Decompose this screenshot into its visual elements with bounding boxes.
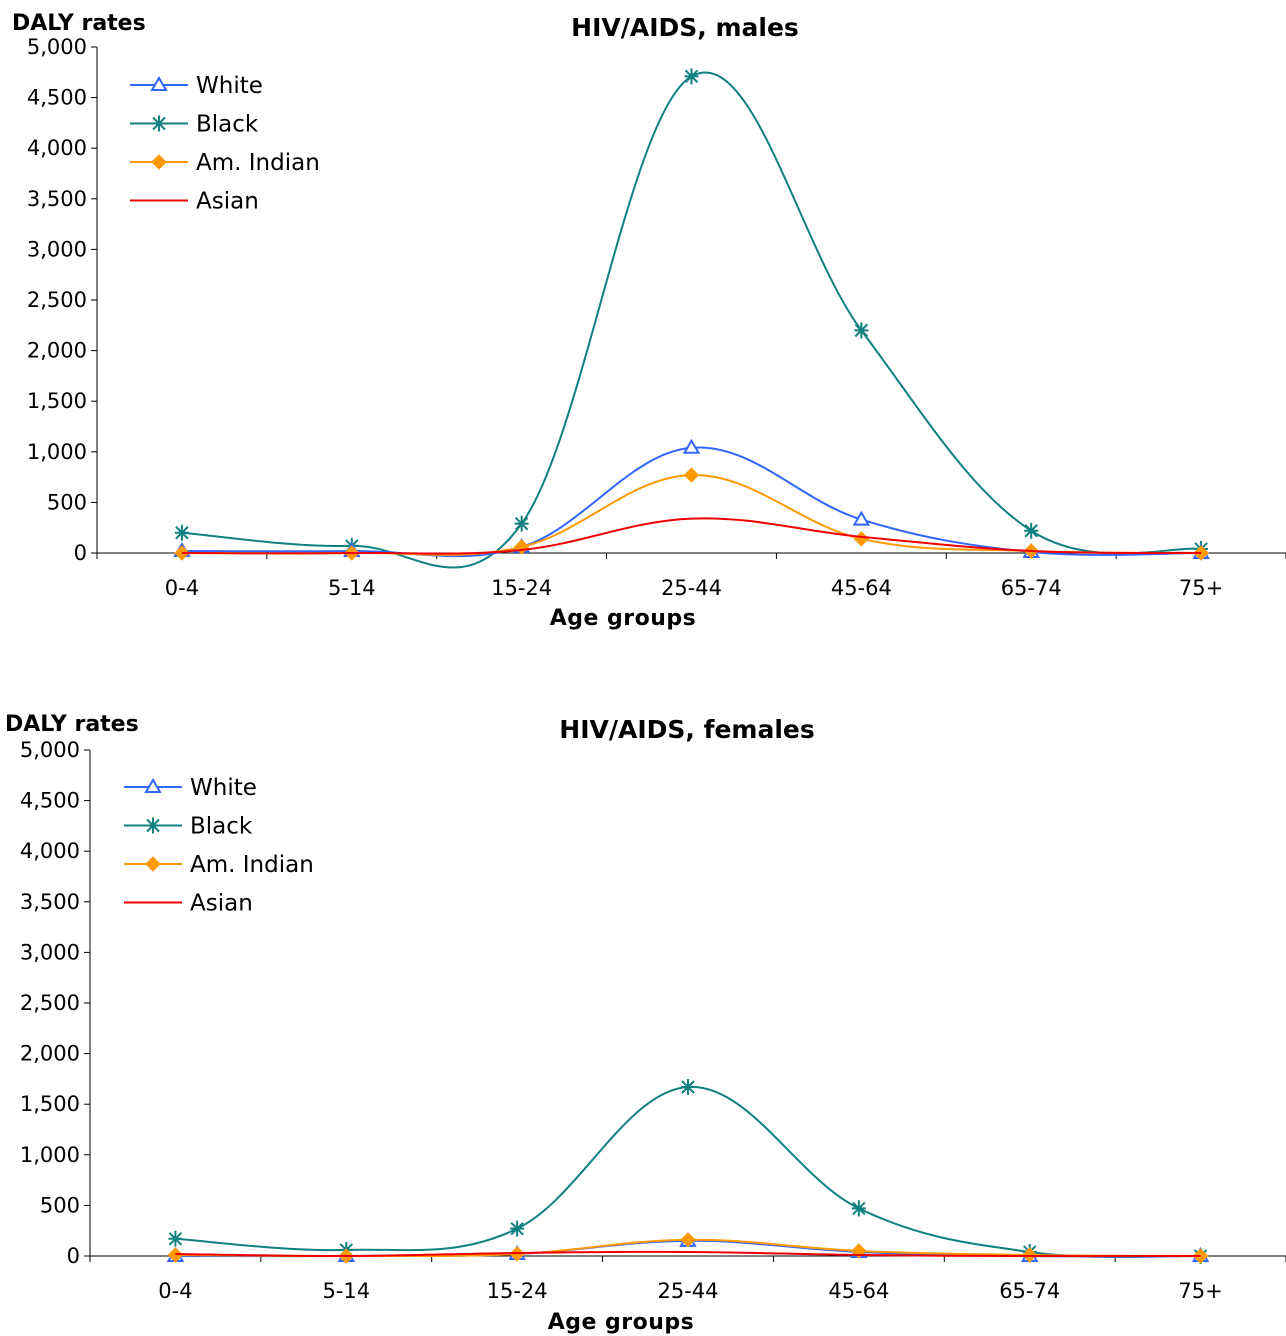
chart1-legend-item-am-indian: Am. Indian xyxy=(124,852,314,878)
chart0-xtick-label: 5-14 xyxy=(328,576,376,600)
chart0-ylabel: DALY rates xyxy=(12,11,146,36)
chart0-ytick-label: 3,500 xyxy=(27,187,87,211)
chart1-ytick-label: 1,500 xyxy=(20,1092,80,1116)
chart1-series-asian xyxy=(175,1250,1201,1258)
chart0-legend-label-am-indian: Am. Indian xyxy=(196,150,320,176)
chart1-xtick-label: 25-44 xyxy=(657,1279,718,1303)
chart1-xtick-label: 75+ xyxy=(1178,1279,1222,1303)
chart1-legend-marker-white xyxy=(144,778,162,793)
chart0-legend-item-black: Black xyxy=(130,112,259,138)
chart1-xlabel: Age groups xyxy=(548,1310,695,1335)
chart1-ytick-label: 2,500 xyxy=(20,991,80,1015)
chart0-legend-marker-am-indian xyxy=(151,154,167,170)
chart1-point-am-indian xyxy=(509,1246,525,1262)
chart0-legend-label-black: Black xyxy=(196,112,259,138)
chart1-legend-label-black: Black xyxy=(190,814,253,840)
chart0-xtick-label: 25-44 xyxy=(661,576,722,600)
chart0-ytick-label: 4,500 xyxy=(27,86,87,110)
chart1-legend-label-white: White xyxy=(190,775,257,801)
chart0-series-black xyxy=(174,68,1209,569)
chart1-ytick-label: 2,000 xyxy=(20,1042,80,1066)
females-chart: HIV/AIDS, females DALY rates 0 500 1,000 1,50… xyxy=(0,700,1286,1336)
chart1-xtick-label: 15-24 xyxy=(487,1279,548,1303)
chart1-xtick-label: 5-14 xyxy=(322,1279,370,1303)
males-chart: HIV/AIDS, males DALY rates 0 500 1,000 1,500 2… xyxy=(0,0,1286,650)
chart1-point-black xyxy=(681,1078,695,1095)
chart1-point-am-indian xyxy=(680,1232,696,1248)
chart0-line-am-indian xyxy=(181,474,1202,556)
chart0-legend-label-white: White xyxy=(196,73,263,99)
chart0-point-black xyxy=(684,68,699,85)
chart1-ytick-label: 0 xyxy=(67,1244,80,1268)
chart0-legend-label-asian: Asian xyxy=(196,189,259,215)
chart0-point-black xyxy=(174,524,189,541)
chart0-ytick-label: 1,000 xyxy=(27,440,87,464)
chart1-point-black xyxy=(168,1230,183,1247)
chart0-ytick-label: 5,000 xyxy=(27,35,87,59)
chart1-xtick-label: 45-64 xyxy=(828,1279,889,1303)
chart0-ytick-label: 1,500 xyxy=(27,389,87,413)
males-chart-svg: HIV/AIDS, males DALY rates 0 500 1,000 1,500 2… xyxy=(12,11,1286,631)
chart1-legend-label-am-indian: Am. Indian xyxy=(190,852,314,878)
chart1-ytick-label: 1,000 xyxy=(20,1143,80,1167)
chart0-ytick-label: 2,500 xyxy=(27,288,87,312)
chart1-xtick-label: 0-4 xyxy=(158,1279,192,1303)
chart0-series-white xyxy=(173,438,1210,559)
chart0-title: HIV/AIDS, males xyxy=(571,13,799,42)
chart0-legend-marker-white xyxy=(150,76,168,91)
chart0-xtick-label: 45-64 xyxy=(831,576,892,600)
chart1-legend-marker-am-indian xyxy=(145,856,161,872)
chart1-series-am-indian xyxy=(167,1232,1209,1264)
chart0-legend-item-asian: Asian xyxy=(130,189,259,215)
chart0-point-black xyxy=(1024,522,1039,539)
chart0-point-am-indian xyxy=(683,467,700,483)
chart0-ytick-label: 0 xyxy=(74,541,87,565)
chart1-ytick-label: 500 xyxy=(40,1193,80,1217)
chart0-point-black xyxy=(854,322,869,339)
chart1-ytick-label: 4,500 xyxy=(20,789,80,813)
chart1-point-black xyxy=(851,1200,866,1217)
chart1-ylabel: DALY rates xyxy=(5,712,139,737)
chart1-legend-item-asian: Asian xyxy=(124,891,253,917)
chart0-ytick-label: 500 xyxy=(47,490,87,514)
chart0-legend-marker-black xyxy=(152,115,166,132)
chart1-ytick-label: 5,000 xyxy=(20,738,80,762)
chart0-legend-item-white: White xyxy=(130,73,263,99)
chart0-point-white xyxy=(852,510,871,526)
chart0-line-asian xyxy=(181,517,1202,555)
chart0-ytick-label: 4,000 xyxy=(27,136,87,160)
chart1-legend-label-asian: Asian xyxy=(190,891,253,917)
chart1-ytick-label: 3,000 xyxy=(20,940,80,964)
chart1-legend-item-white: White xyxy=(124,775,257,801)
chart1-title: HIV/AIDS, females xyxy=(559,715,814,744)
chart1-point-am-indian xyxy=(1022,1247,1038,1263)
chart0-ytick-label: 3,000 xyxy=(27,237,87,261)
chart0-xtick-label: 0-4 xyxy=(165,576,199,600)
chart0-legend-item-am-indian: Am. Indian xyxy=(130,150,320,176)
chart1-ytick-label: 4,000 xyxy=(20,839,80,863)
chart0-point-black xyxy=(514,515,529,532)
chart1-legend-item-black: Black xyxy=(124,814,253,840)
chart0-line-black xyxy=(181,71,1202,569)
chart1-point-am-indian xyxy=(167,1247,184,1263)
chart0-point-white xyxy=(682,438,701,454)
chart0-xtick-label: 15-24 xyxy=(491,576,552,600)
chart0-xlabel: Age groups xyxy=(550,606,697,631)
chart0-xtick-label: 65-74 xyxy=(1001,576,1062,600)
chart1-point-black xyxy=(510,1220,525,1237)
chart1-legend-marker-black xyxy=(146,817,160,834)
chart0-point-am-indian xyxy=(853,531,870,547)
chart1-xtick-label: 65-74 xyxy=(999,1279,1060,1303)
chart0-series-asian xyxy=(181,517,1202,555)
females-chart-svg: HIV/AIDS, females DALY rates 0 500 1,000 1,50… xyxy=(5,712,1286,1335)
chart1-ytick-label: 3,500 xyxy=(20,890,80,914)
chart0-xtick-label: 75+ xyxy=(1179,576,1223,600)
chart1-line-asian xyxy=(175,1250,1201,1258)
chart0-ytick-label: 2,000 xyxy=(27,339,87,363)
chart1-line-black xyxy=(175,1085,1201,1258)
